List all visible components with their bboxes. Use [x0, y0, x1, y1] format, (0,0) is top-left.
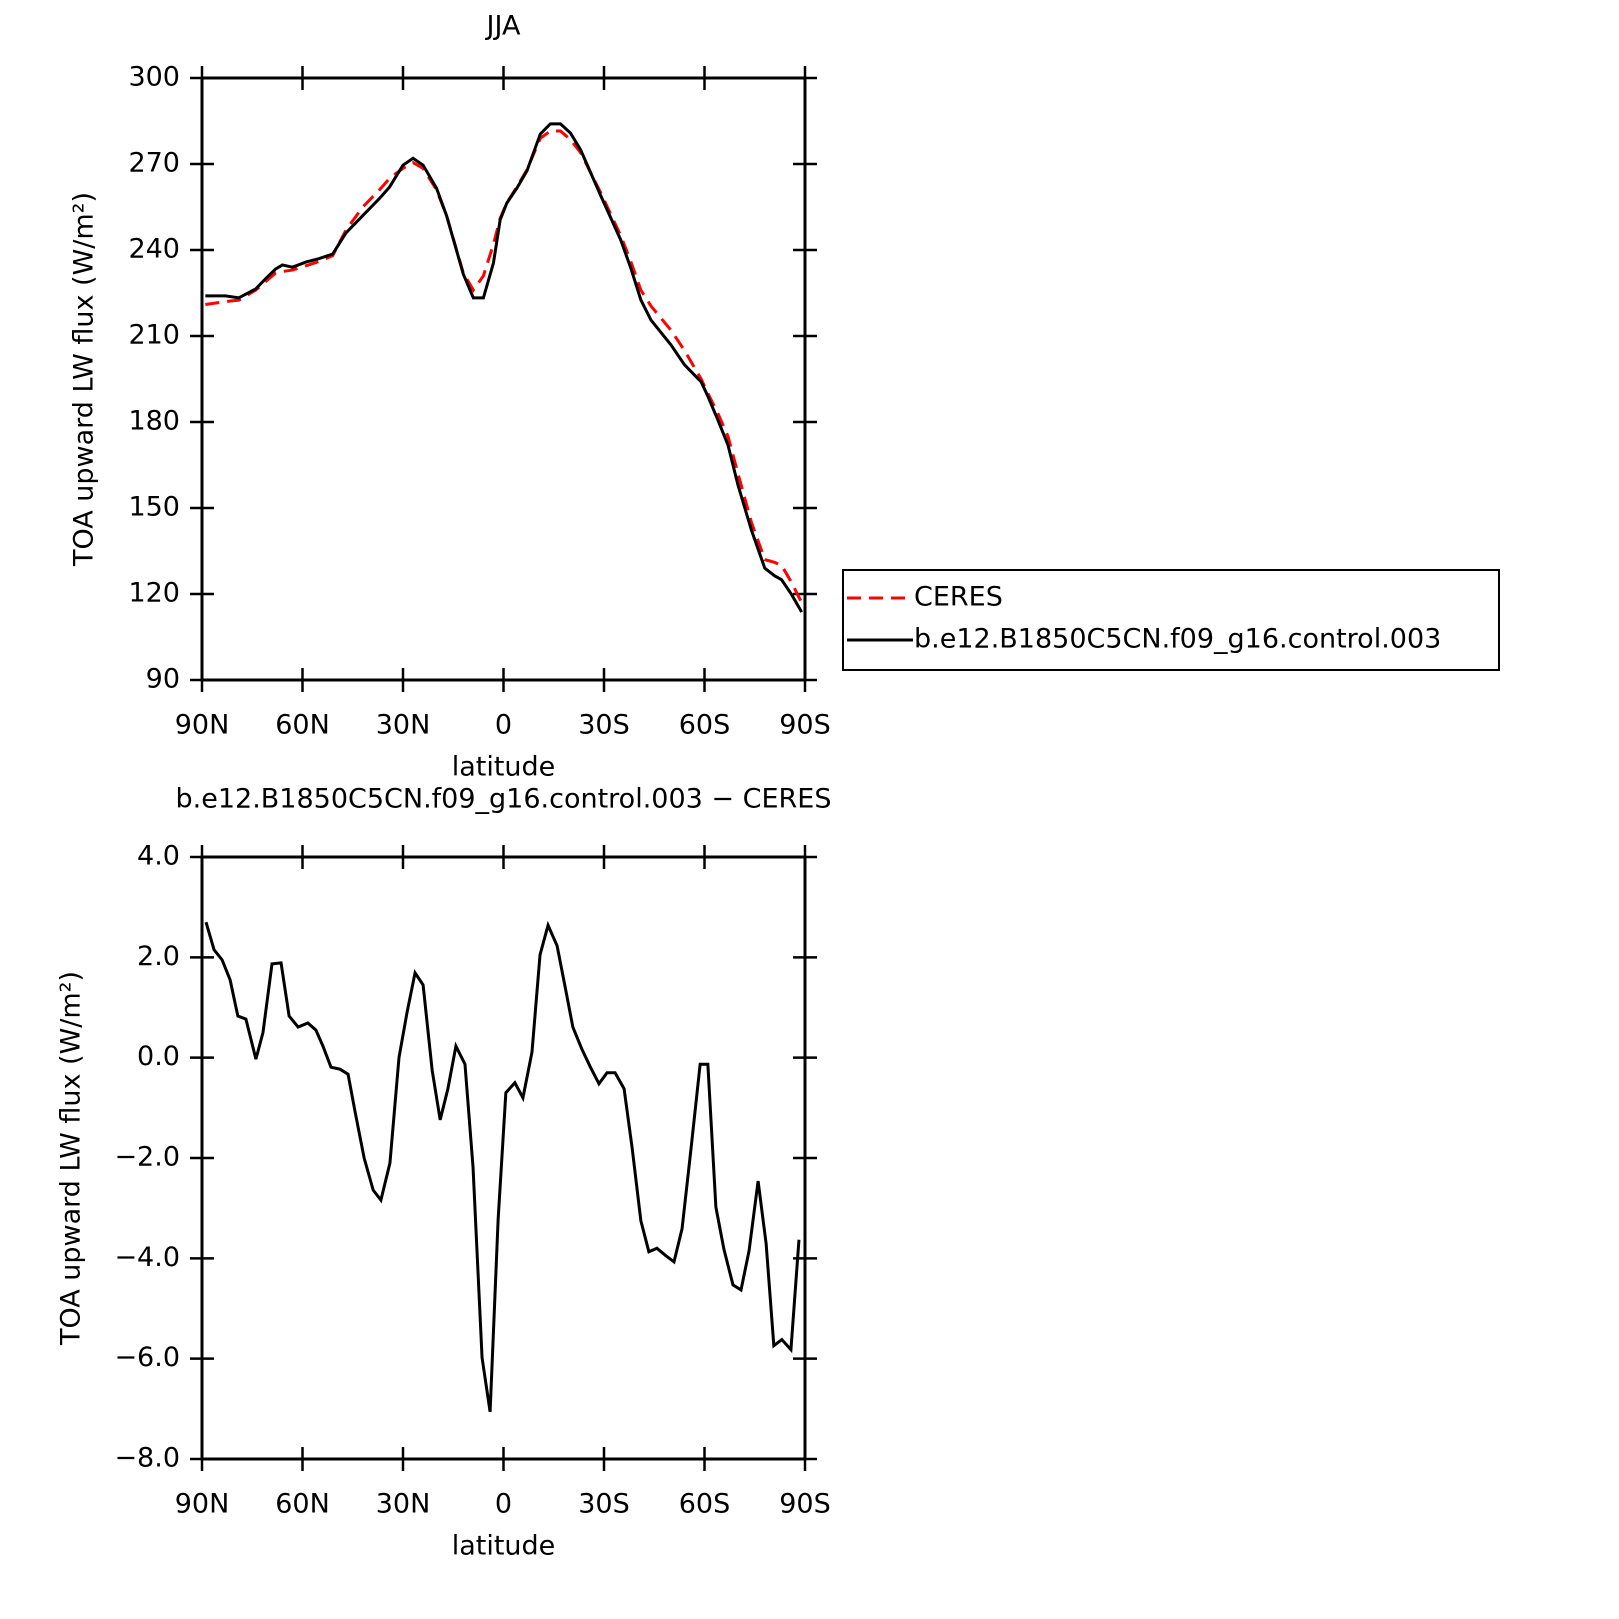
- x-tick-label: 90S: [779, 710, 831, 741]
- y-axis-label: TOA upward LW flux (W/m²): [56, 971, 87, 1346]
- x-tick-label: 60N: [275, 710, 330, 741]
- data-line: [205, 122, 803, 613]
- plot-frame: [200, 76, 807, 682]
- data-line: [204, 920, 801, 1413]
- y-tick-label: 150: [128, 492, 180, 523]
- x-tick-label: 90N: [175, 710, 230, 741]
- y-tick-label: 90: [146, 664, 180, 695]
- y-axis-label: TOA upward LW flux (W/m²): [69, 192, 100, 567]
- x-tick-label: 0: [495, 1489, 512, 1520]
- y-tick-label: 180: [128, 406, 180, 437]
- y-tick-label: −6.0: [114, 1342, 180, 1373]
- x-tick-label: 30N: [376, 1489, 431, 1520]
- data-line: [205, 129, 803, 604]
- y-tick-label: 300: [128, 62, 180, 93]
- x-tick-label: 30N: [376, 710, 431, 741]
- chart-title: b.e12.B1850C5CN.f09_g16.control.003 − CE…: [176, 784, 832, 815]
- x-tick-label: 60S: [679, 710, 731, 741]
- y-tick-label: −2.0: [114, 1142, 180, 1173]
- chart-title: JJA: [485, 11, 521, 42]
- y-tick-label: 210: [128, 320, 180, 351]
- x-tick-label: 0: [495, 710, 512, 741]
- x-tick-label: 90S: [779, 1489, 831, 1520]
- plot-frame: [200, 855, 807, 1461]
- y-tick-label: −8.0: [114, 1443, 180, 1474]
- x-tick-label: 60N: [275, 1489, 330, 1520]
- y-tick-label: 240: [128, 234, 180, 265]
- x-tick-label: 30S: [578, 1489, 630, 1520]
- y-tick-label: −4.0: [114, 1242, 180, 1273]
- x-tick-label: 30S: [578, 710, 630, 741]
- x-axis-label: latitude: [452, 752, 556, 783]
- y-tick-label: 4.0: [137, 841, 180, 872]
- y-tick-label: 2.0: [137, 941, 180, 972]
- legend-label: CERES: [914, 582, 1003, 613]
- y-tick-label: 0.0: [137, 1041, 180, 1072]
- x-tick-label: 60S: [679, 1489, 731, 1520]
- y-tick-label: 270: [128, 148, 180, 179]
- x-tick-label: 90N: [175, 1489, 230, 1520]
- legend-box: [842, 569, 1500, 671]
- y-tick-label: 120: [128, 578, 180, 609]
- legend-label: b.e12.B1850C5CN.f09_g16.control.003: [914, 624, 1441, 655]
- x-axis-label: latitude: [452, 1531, 556, 1562]
